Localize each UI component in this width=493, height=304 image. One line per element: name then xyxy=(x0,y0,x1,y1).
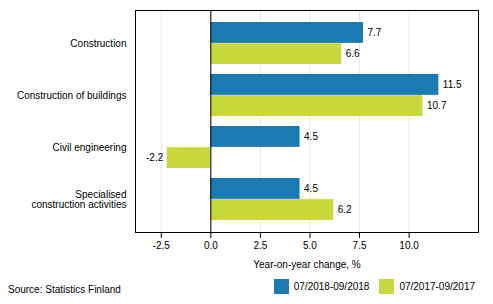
svg-text:7.7: 7.7 xyxy=(368,27,382,38)
svg-text:6.6: 6.6 xyxy=(346,48,360,59)
svg-text:Civil engineering: Civil engineering xyxy=(53,142,127,153)
svg-text:0.0: 0.0 xyxy=(204,240,218,251)
html-text:07/2018-09/2018: 07/2018-09/2018 xyxy=(293,281,370,292)
svg-text:4.5: 4.5 xyxy=(304,183,318,194)
svg-text:11.5: 11.5 xyxy=(443,79,462,90)
svg-text:7.5: 7.5 xyxy=(353,240,367,251)
svg-text:-2.2: -2.2 xyxy=(146,152,164,163)
svg-text:-2.5: -2.5 xyxy=(153,240,171,251)
svg-text:Year-on-year change, %: Year-on-year change, % xyxy=(253,259,361,270)
svg-text:10.7: 10.7 xyxy=(427,100,447,111)
svg-text:4.5: 4.5 xyxy=(304,131,318,142)
svg-text:Construction of buildings: Construction of buildings xyxy=(17,90,127,101)
html-text:07/2017-09/2017: 07/2017-09/2017 xyxy=(399,281,475,292)
svg-text:Specialisedconstruction activi: Specialisedconstruction activities xyxy=(31,189,126,210)
svg-text:6.2: 6.2 xyxy=(338,204,352,215)
html-text:Source: Statistics Finland: Source: Statistics Finland xyxy=(8,283,121,295)
svg-text:2.5: 2.5 xyxy=(253,240,267,251)
svg-text:Construction: Construction xyxy=(70,38,126,49)
svg-text:5.0: 5.0 xyxy=(303,240,317,251)
svg-text:10.0: 10.0 xyxy=(399,240,419,251)
